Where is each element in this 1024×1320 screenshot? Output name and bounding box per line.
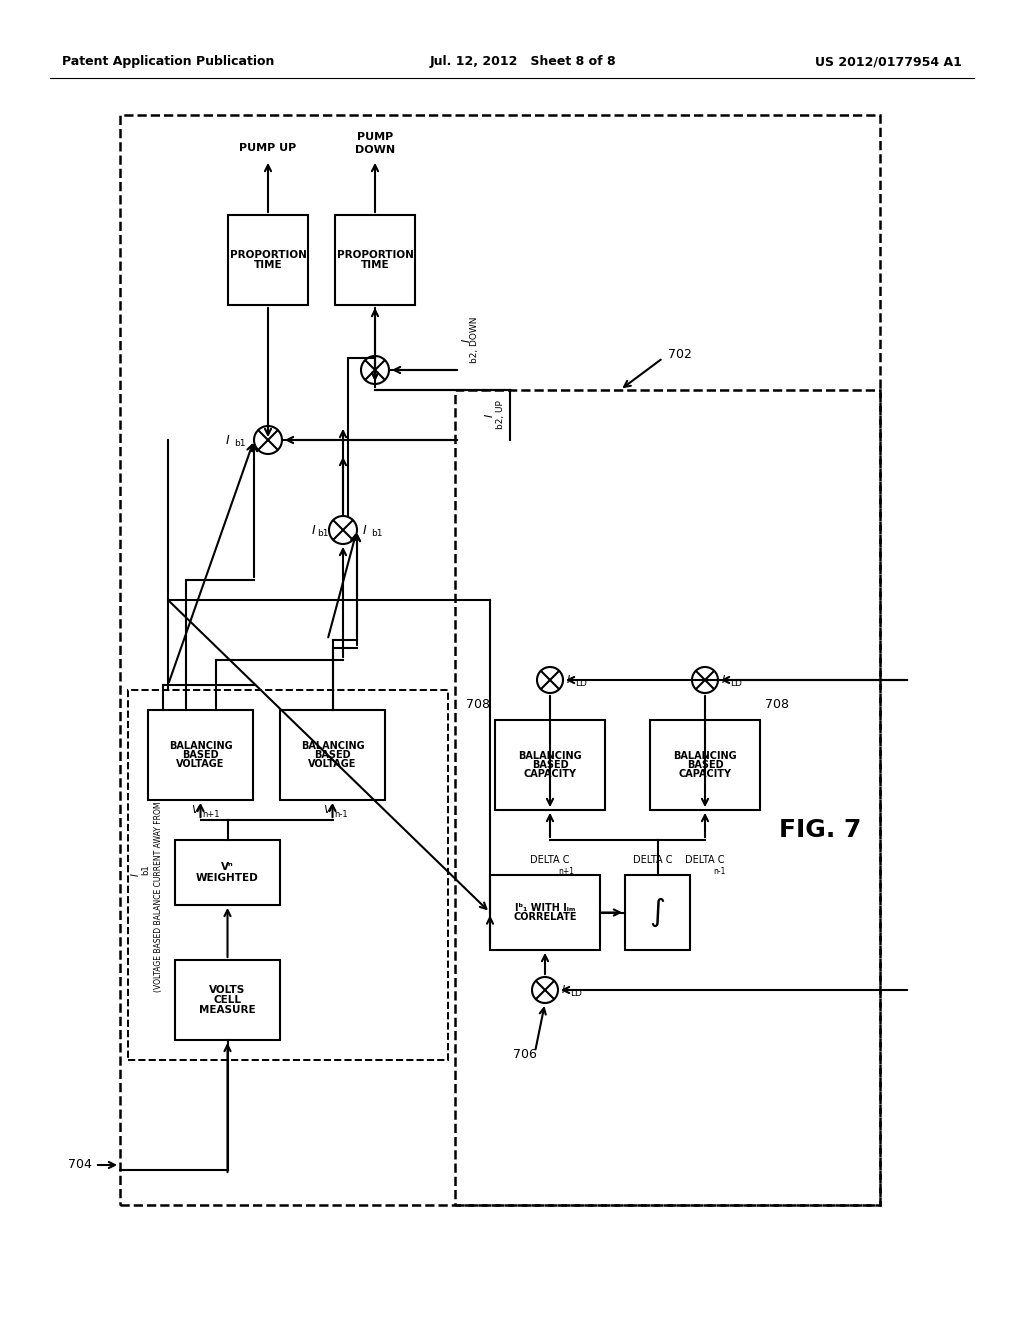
Text: V: V: [190, 805, 199, 814]
Text: BASED: BASED: [531, 760, 568, 770]
Bar: [228, 215, 308, 305]
Text: PROPORTION: PROPORTION: [229, 249, 306, 260]
Text: n-1: n-1: [335, 810, 348, 818]
Bar: [625, 875, 690, 950]
Text: I: I: [567, 675, 570, 685]
Text: I: I: [722, 675, 725, 685]
Text: PUMP: PUMP: [357, 132, 393, 143]
Text: 702: 702: [668, 348, 692, 362]
Text: FIG. 7: FIG. 7: [779, 818, 861, 842]
Text: MEASURE: MEASURE: [200, 1005, 256, 1015]
Text: n+1: n+1: [558, 867, 574, 876]
Text: I: I: [562, 985, 565, 995]
Text: b2, DOWN: b2, DOWN: [470, 317, 479, 363]
Text: WEIGHTED: WEIGHTED: [197, 873, 259, 883]
Text: Jul. 12, 2012   Sheet 8 of 8: Jul. 12, 2012 Sheet 8 of 8: [430, 55, 616, 69]
Text: BALANCING: BALANCING: [169, 741, 232, 751]
Text: VOLTAGE: VOLTAGE: [176, 759, 224, 770]
Text: b2, UP: b2, UP: [496, 400, 505, 429]
Text: BASED: BASED: [314, 750, 351, 760]
Text: Patent Application Publication: Patent Application Publication: [62, 55, 274, 69]
Bar: [490, 875, 600, 950]
Text: TIME: TIME: [254, 260, 283, 271]
Text: 706: 706: [513, 1048, 537, 1061]
Text: n+1: n+1: [203, 810, 220, 818]
Text: b1: b1: [317, 528, 329, 537]
Text: VOLTS: VOLTS: [209, 985, 246, 995]
Text: LD: LD: [575, 678, 587, 688]
Text: BALANCING: BALANCING: [518, 751, 582, 760]
Text: DELTA C: DELTA C: [685, 855, 725, 865]
Text: (VOLTAGE BASED BALANCE CURRENT AWAY FROM THIS CELL): (VOLTAGE BASED BALANCE CURRENT AWAY FROM…: [154, 758, 163, 993]
Text: I: I: [485, 413, 495, 417]
Text: b1: b1: [371, 528, 383, 537]
Text: DELTA C: DELTA C: [530, 855, 569, 865]
Text: I: I: [131, 874, 141, 876]
Text: I: I: [226, 433, 229, 446]
Text: US 2012/0177954 A1: US 2012/0177954 A1: [815, 55, 962, 69]
Text: BALANCING: BALANCING: [301, 741, 365, 751]
Text: 708: 708: [466, 698, 490, 711]
Bar: [148, 710, 253, 800]
Text: DOWN: DOWN: [355, 145, 395, 154]
Bar: [175, 840, 280, 906]
Text: LD: LD: [570, 989, 582, 998]
Text: CAPACITY: CAPACITY: [679, 770, 731, 779]
Text: CAPACITY: CAPACITY: [523, 770, 577, 779]
Text: ∫: ∫: [649, 898, 666, 927]
Bar: [335, 215, 415, 305]
Text: PROPORTION: PROPORTION: [337, 249, 414, 260]
Text: I: I: [311, 524, 315, 536]
Text: CORRELATE: CORRELATE: [513, 912, 577, 923]
Bar: [175, 960, 280, 1040]
Bar: [120, 115, 880, 1205]
Text: BASED: BASED: [687, 760, 723, 770]
Text: CELL: CELL: [213, 995, 242, 1005]
Bar: [455, 389, 880, 1205]
Text: PUMP UP: PUMP UP: [240, 143, 297, 153]
Text: DELTA C: DELTA C: [633, 855, 672, 865]
Bar: [128, 690, 449, 1060]
Text: VOLTAGE: VOLTAGE: [308, 759, 356, 770]
Text: TIME: TIME: [360, 260, 389, 271]
Text: b1: b1: [141, 865, 151, 875]
Bar: [495, 719, 605, 810]
Text: 708: 708: [765, 698, 790, 711]
Text: n-1: n-1: [713, 867, 725, 876]
Text: Iᵇ₁ WITH Iₗₘ: Iᵇ₁ WITH Iₗₘ: [515, 903, 575, 912]
Text: I: I: [362, 524, 367, 536]
Text: 704: 704: [69, 1159, 92, 1172]
Text: BALANCING: BALANCING: [673, 751, 737, 760]
Bar: [650, 719, 760, 810]
Text: LD: LD: [730, 678, 741, 688]
Text: b1: b1: [234, 440, 246, 449]
Bar: [280, 710, 385, 800]
Text: I: I: [462, 338, 472, 342]
Text: BASED: BASED: [182, 750, 219, 760]
Text: Vⁿ: Vⁿ: [221, 862, 233, 873]
Text: V: V: [323, 805, 331, 814]
